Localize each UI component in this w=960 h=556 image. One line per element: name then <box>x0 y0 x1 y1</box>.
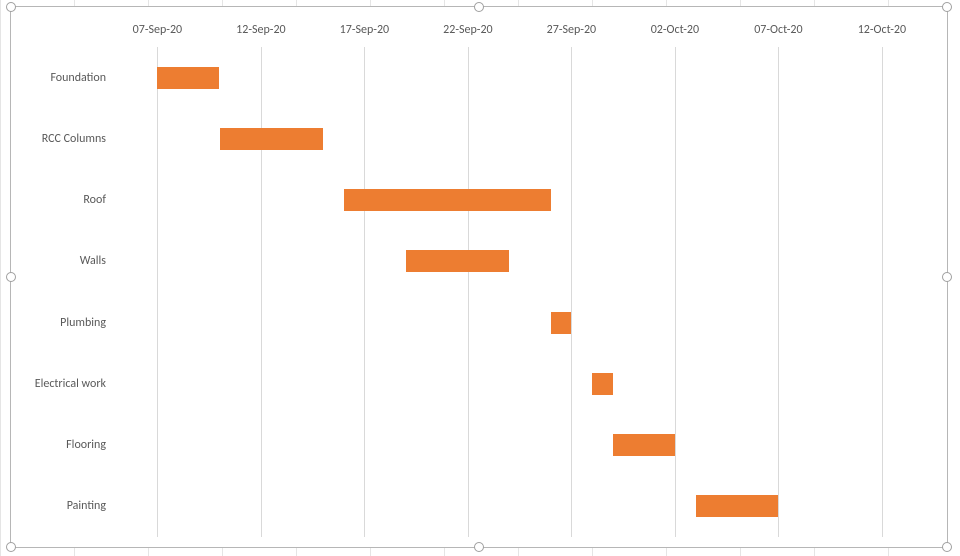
x-gridline <box>675 47 676 537</box>
gantt-bar[interactable] <box>592 373 613 395</box>
x-gridline <box>157 47 158 537</box>
x-gridline <box>261 47 262 537</box>
resize-handle-w[interactable] <box>6 272 16 282</box>
y-tick-label: Plumbing <box>60 316 116 330</box>
gantt-bar[interactable] <box>406 250 510 272</box>
gantt-bar[interactable] <box>696 495 779 517</box>
x-tick-label: 07-Sep-20 <box>133 23 182 37</box>
y-tick-label: Painting <box>67 499 116 513</box>
resize-handle-n[interactable] <box>474 2 484 12</box>
chart-object[interactable]: 07-Sep-20 12-Sep-20 17-Sep-20 22-Sep-20 27-S… <box>10 6 948 548</box>
y-tick-label: Walls <box>80 254 116 268</box>
resize-handle-sw[interactable] <box>6 542 16 552</box>
y-tick-label: Roof <box>83 193 116 207</box>
x-tick-label: 27-Sep-20 <box>547 23 596 37</box>
y-tick-label: Foundation <box>50 71 116 85</box>
x-tick-label: 12-Sep-20 <box>236 23 285 37</box>
resize-handle-ne[interactable] <box>942 2 952 12</box>
resize-handle-nw[interactable] <box>6 2 16 12</box>
x-gridline <box>882 47 883 537</box>
gantt-bar[interactable] <box>613 434 675 456</box>
resize-handle-s[interactable] <box>474 542 484 552</box>
x-gridline <box>468 47 469 537</box>
plot-area: FoundationRCC ColumnsRoofWallsPlumbingEl… <box>116 47 944 537</box>
y-tick-label: RCC Columns <box>42 132 116 146</box>
gantt-bar[interactable] <box>344 189 551 211</box>
x-tick-label: 02-Oct-20 <box>651 23 699 37</box>
x-tick-label: 17-Sep-20 <box>340 23 389 37</box>
y-tick-label: Flooring <box>66 438 116 452</box>
gantt-bar[interactable] <box>157 67 219 89</box>
gantt-bar[interactable] <box>551 312 572 334</box>
x-gridline <box>778 47 779 537</box>
y-tick-label: Electrical work <box>35 377 116 391</box>
x-tick-label: 12-Oct-20 <box>858 23 906 37</box>
x-tick-label: 22-Sep-20 <box>443 23 492 37</box>
x-gridline <box>571 47 572 537</box>
resize-handle-se[interactable] <box>942 542 952 552</box>
x-tick-label: 07-Oct-20 <box>754 23 802 37</box>
x-gridline <box>364 47 365 537</box>
gantt-bar[interactable] <box>220 128 324 150</box>
